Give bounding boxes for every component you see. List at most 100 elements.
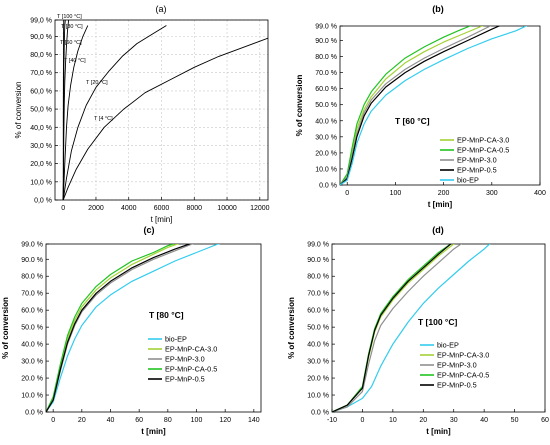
chart-panel-3: 0.0 % 10.0 % 20.0 % 30.0 % 40.0 % 50.0 % 60.0 … [287,225,549,436]
y-tick-label: 50.0 % [315,102,337,109]
x-axis-label: t [min] [151,215,173,224]
chart-panel-2: 0.0 % 10.0 % 20.0 % 30.0 % 40.0 % 50.0 % 60.0 … [1,225,262,436]
series-annotation: T [60 °C] [60,40,82,46]
y-axis-label: % of conversion [1,297,10,359]
legend-entry: EP-MnP-3.0 [457,156,497,165]
series-line-0 [332,244,491,412]
y-tick-label: 50.0 % [21,325,43,332]
plot-frame [45,243,262,413]
series-annotation: T [100 °C] [57,14,82,20]
x-tick-label: 80 [164,417,172,424]
legend-entry: EP-MnP-3.0 [437,361,477,370]
panel-label: (c) [144,225,155,235]
chart-title: T [60 °C] [395,116,430,126]
x-tick-label: 0 [345,190,349,197]
x-tick-label: 6000 [154,205,170,212]
plot-frame [331,243,546,413]
y-tick-label: 10.0 % [307,393,329,400]
x-tick-label: -10 [327,417,337,424]
series-line-4 [340,26,528,185]
y-tick-label: 80.0 % [307,274,329,281]
y-tick-label: 20,0 % [30,161,52,168]
y-tick-label: 0.0 % [311,410,329,417]
series-annotation: T [20 °C] [86,80,108,86]
plot-frame [339,25,541,186]
legend-entry: bio-EP [437,341,459,350]
series-line-2 [340,26,492,185]
y-tick-label: 40.0 % [21,342,43,349]
legend-entry: EP-MnP-CA-3.0 [457,136,509,145]
legend-entry: bio-EP [457,176,479,185]
y-tick-label: 60.0 % [307,308,329,315]
chart-title: T [80 °C] [149,310,184,320]
legend-entry: EP-MnP-CA-0.5 [165,365,217,374]
legend-entry: bio-EP [165,335,187,344]
x-tick-label: 0 [61,205,65,212]
series-line-0 [340,26,485,185]
x-tick-label: 300 [486,190,498,197]
y-tick-label: 0.0 % [25,410,43,417]
y-tick-label: 0.0 % [319,183,337,190]
y-tick-label: 90,0 % [30,34,52,41]
series-line-3 [340,26,501,185]
legend-entry: EP-MnP-CA-0.5 [437,371,489,380]
chart-title: T [100 °C] [418,317,457,327]
x-tick-label: 60 [135,417,143,424]
y-tick-label: 10.0 % [21,393,43,400]
x-tick-label: 60 [541,417,549,424]
series-line-3 [332,244,452,412]
legend-entry: EP-MnP-3.0 [165,355,205,364]
x-tick-label: 400 [534,190,546,197]
x-tick-label: 0 [360,417,364,424]
y-tick-label: 50.0 % [307,325,329,332]
y-axis-label: % of conversion [295,74,304,136]
series-line-4 [46,244,191,412]
y-tick-label: 0,0 % [34,198,52,205]
y-tick-label: 30,0 % [30,143,52,150]
series-line-5 [62,37,268,200]
x-tick-label: 8000 [186,205,202,212]
x-tick-label: 2000 [88,205,104,212]
series-line-2 [62,20,70,200]
y-tick-label: 90.0 % [21,257,43,264]
x-tick-label: 12000 [250,205,270,212]
legend-entry: EP-MnP-CA-3.0 [165,345,217,354]
series-line-0 [46,244,221,412]
series-line-3 [62,25,89,200]
y-axis-label: % of conversion [287,297,296,359]
y-tick-label: 90.0 % [315,38,337,45]
y-tick-label: 70.0 % [307,291,329,298]
y-tick-label: 20.0 % [307,376,329,383]
y-axis-label: % of conversion [14,82,23,139]
series-annotation: T [4 °C] [94,116,113,122]
panel-label: (d) [432,225,444,235]
y-tick-label: 99.0 % [21,242,43,249]
legend-entry: EP-MnP-0.5 [165,375,205,384]
y-tick-label: 10,0 % [30,179,52,186]
legend-entry: EP-MnP-CA-3.0 [437,351,489,360]
y-tick-label: 80,0 % [30,52,52,59]
x-tick-label: 10000 [217,205,237,212]
panel-label: (a) [156,4,167,14]
series-line-2 [332,244,463,412]
x-tick-label: 40 [480,417,488,424]
x-axis-label: t [min] [428,200,453,209]
y-tick-label: 99,0 % [30,18,52,25]
x-tick-label: 100 [390,190,402,197]
legend-entry: EP-MnP-0.5 [437,381,477,390]
legend-entry: EP-MnP-CA-0.5 [457,146,509,155]
y-tick-label: 70.0 % [21,291,43,298]
y-tick-label: 20.0 % [21,376,43,383]
y-tick-label: 20.0 % [315,150,337,157]
x-tick-label: 0 [51,417,55,424]
x-tick-label: 4000 [121,205,137,212]
x-axis-label: t [min] [141,427,166,436]
y-tick-label: 50,0 % [30,107,52,114]
series-line-1 [340,26,473,185]
y-tick-label: 60.0 % [315,86,337,93]
x-tick-label: 120 [219,417,231,424]
y-tick-label: 99.0 % [315,24,337,31]
series-line-1 [46,244,180,412]
chart-panel-0: 0,0 % 10,0 % 20,0 % 30,0 % 40,0 % 50,0 % 60,0 … [14,4,270,224]
